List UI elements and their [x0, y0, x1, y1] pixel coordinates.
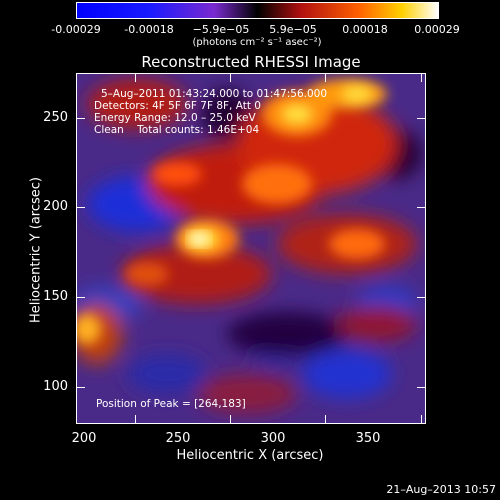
x-tick-label: 250: [165, 431, 191, 446]
y-tick-label: 200: [43, 199, 68, 214]
colorbar-gradient: [77, 3, 438, 18]
footer-date: 21–Aug–2013 10:57: [386, 483, 496, 496]
x-tick-label: 300: [260, 431, 286, 446]
peak-position: Position of Peak = [264,183]: [96, 398, 246, 410]
intensity-map: [77, 74, 425, 423]
observation-time: 5–Aug–2011 01:43:24.000 to 01:47:56.000: [101, 88, 328, 100]
y-tick-label: 250: [43, 110, 68, 125]
x-tick-label: 200: [71, 431, 97, 446]
colorbar-tick-label: 5.9e−05: [269, 23, 317, 36]
rhessi-image: [76, 73, 426, 424]
clean-total-counts: Clean Total counts: 1.46E+04: [94, 124, 260, 136]
image-title: Reconstructed RHESSI Image: [141, 53, 361, 71]
colorbar-unit: (photons cm⁻² s⁻¹ asec⁻²): [192, 37, 322, 48]
colorbar: [76, 2, 439, 19]
colorbar-tick-label: 0.00029: [414, 23, 460, 36]
y-axis-label: Heliocentric Y (arcsec): [28, 177, 44, 323]
colorbar-tick-label: −5.9e−05: [192, 23, 250, 36]
colorbar-tick-label: 0.00018: [342, 23, 388, 36]
colorbar-tick-label: -0.00018: [124, 23, 174, 36]
x-tick-label: 350: [355, 431, 381, 446]
x-axis-label: Heliocentric X (arcsec): [176, 448, 324, 463]
colorbar-tick-label: -0.00029: [51, 23, 101, 36]
y-tick-label: 100: [43, 379, 68, 394]
energy-range: Energy Range: 12.0 – 25.0 keV: [94, 112, 256, 124]
y-tick-label: 150: [43, 289, 68, 304]
detectors-info: Detectors: 4F 5F 6F 7F 8F, Att 0: [94, 100, 261, 112]
